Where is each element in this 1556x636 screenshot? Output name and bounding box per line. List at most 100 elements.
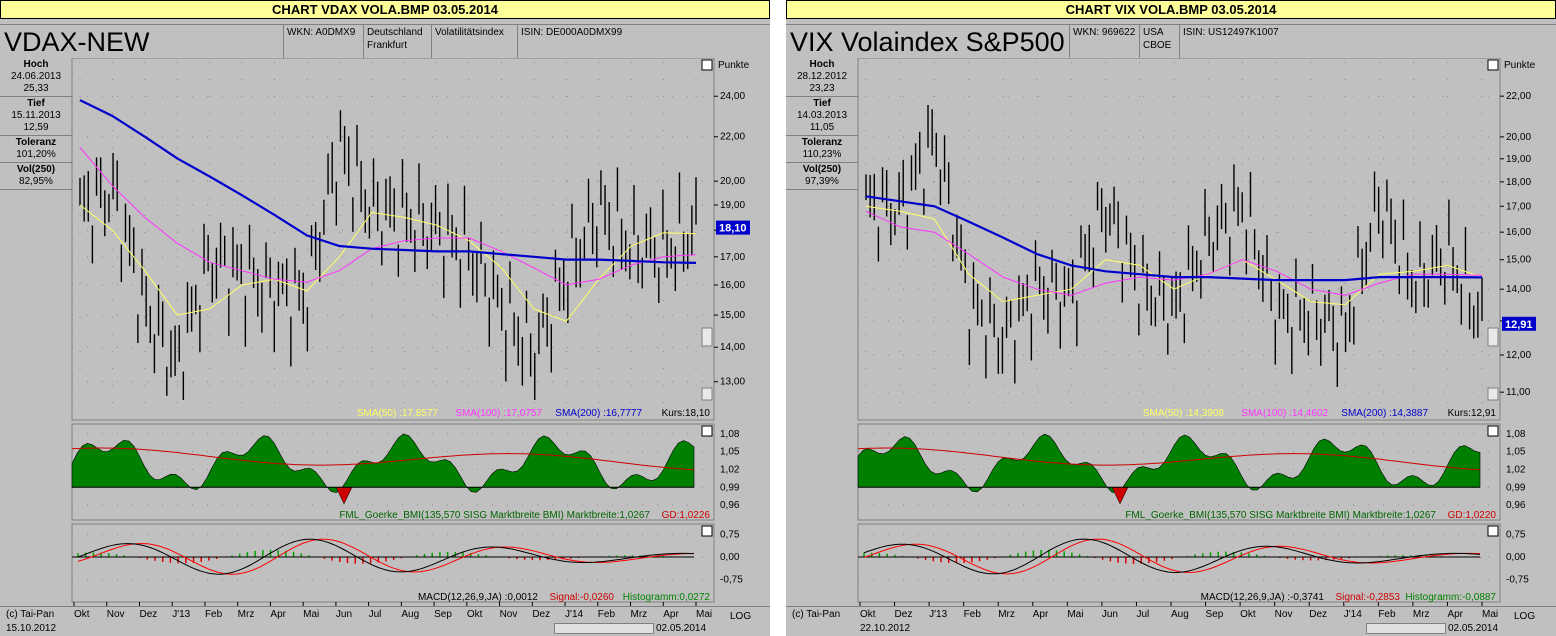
time-scrollbar[interactable] (1366, 623, 1446, 634)
x-tick-label: J'14 (1343, 609, 1362, 620)
close-icon (1487, 425, 1499, 437)
vdax-chart-panel: CHART VDAX VOLA.BMP 03.05.2014 VDAX-NEW … (0, 0, 770, 636)
bmi-gd-line (857, 447, 1481, 471)
macd-signal-line (863, 538, 1481, 575)
stat-volatility: Vol(250) 82,95% (0, 163, 72, 190)
x-tick-label: Aug (401, 609, 420, 620)
y-tick-label: 16,00 (720, 280, 745, 291)
scroll-down-icon (701, 387, 713, 401)
scroll-down-icon (1487, 387, 1499, 401)
exchange-field: USA CBOE (1139, 25, 1179, 59)
price-badge-bg (1502, 316, 1536, 331)
y-tick-label: 14,00 (720, 342, 745, 353)
y-tick-label: 17,00 (1506, 201, 1531, 212)
end-date: 02.05.2014 (1448, 623, 1499, 634)
chart-header (0, 24, 770, 60)
y-axis-unit: Punkte (1504, 60, 1536, 71)
macd-tick-label: 0,00 (1506, 552, 1526, 563)
bmi-tick-label: 1,02 (720, 464, 740, 475)
chart-footer: (c) Tai-Pan 15.10.2012 02.05.2014 LOG (0, 606, 770, 636)
scroll-thumb (1487, 327, 1499, 347)
legend-sma200: SMA(200) :16,7777 (555, 408, 642, 419)
vix-chart-panel: CHART VIX VOLA.BMP 03.05.2014 VIX Volain… (786, 0, 1556, 636)
y-tick-label: 20,00 (1506, 132, 1531, 143)
legend-sma100: SMA(100) :17,0757 (455, 408, 542, 419)
x-tick-label: Mrz (237, 609, 255, 620)
x-tick-label: Okt (860, 609, 876, 620)
y-tick-label: 22,00 (720, 132, 745, 143)
y-tick-label: 15,00 (1506, 255, 1531, 266)
macd-plot-area (71, 523, 715, 603)
bmi-tick-label: 1,05 (1506, 447, 1526, 458)
x-tick-label: Nov (106, 609, 125, 620)
x-tick-label: Feb (1378, 609, 1396, 620)
chart-header (786, 24, 1556, 60)
macd-line (77, 538, 695, 575)
chart-footer: (c) Tai-Pan 22.10.2012 02.05.2014 LOG (786, 606, 1556, 636)
y-tick-label: 15,00 (720, 310, 745, 321)
price-badge: 12,91 (1505, 319, 1533, 331)
sma50-line (865, 205, 1483, 306)
bmi-tick-label: 1,08 (720, 429, 740, 440)
legend-kurs: Kurs:18,10 (662, 408, 711, 419)
x-tick-label: Nov (1274, 609, 1293, 620)
sma100-line (865, 210, 1483, 296)
stats-sidebar: Hoch 24.06.2013 25,33 Tief 15.11.2013 12… (0, 58, 72, 218)
wkn-field: WKN: A0DMX9 (283, 25, 363, 59)
sma100-line (79, 147, 697, 286)
y-tick-label: 12,00 (1506, 350, 1531, 361)
sma200-line (865, 195, 1483, 282)
stat-low: Tief 15.11.2013 12,59 (0, 97, 72, 136)
x-tick-label: Sep (434, 609, 452, 620)
log-toggle[interactable]: LOG (1514, 611, 1536, 622)
chart-banner: CHART VDAX VOLA.BMP 03.05.2014 (0, 0, 770, 19)
stat-high: Hoch 24.06.2013 25,33 (0, 58, 72, 97)
macd-label: MACD(12,26,9,JA) :-0,3741 (1201, 592, 1325, 603)
stat-tolerance: Toleranz 101,20% (0, 136, 72, 163)
x-tick-label: Dez (139, 609, 158, 620)
close-icon (1487, 59, 1499, 71)
y-tick-label: 18,00 (1506, 177, 1531, 188)
x-tick-label: Feb (204, 609, 223, 620)
bmi-gd-label: GD:1,0226 (662, 510, 711, 521)
log-toggle[interactable]: LOG (730, 611, 752, 622)
x-tick-label: Apr (1447, 609, 1463, 620)
macd-signal-label: Signal:-0,2853 (1336, 592, 1401, 603)
macd-signal-label: Signal:-0,0260 (550, 592, 615, 603)
x-tick-label: Mrz (998, 609, 1015, 620)
instrument-name: VIX Volaindex S&P500 (790, 27, 1065, 57)
bmi-area (71, 433, 695, 493)
bmi-gd-label: GD:1,0220 (1448, 510, 1497, 521)
y-tick-label: 22,00 (1506, 91, 1531, 102)
type-field: Volatilitätsindex (431, 25, 517, 59)
close-icon (1487, 525, 1499, 537)
x-tick-label: Sep (1205, 609, 1224, 620)
bmi-label: FML_Goerke_BMI(135,570 SISG Marktbreite … (339, 510, 650, 521)
macd-plot-area (857, 523, 1501, 603)
x-tick-label: Apr (1032, 609, 1049, 620)
bmi-tick-label: 1,05 (720, 447, 740, 458)
x-tick-label: J'14 (565, 609, 584, 620)
chart-banner: CHART VIX VOLA.BMP 03.05.2014 (786, 0, 1556, 19)
price-chart: Punkte24,0022,0020,0019,0018,0017,0016,0… (71, 58, 750, 606)
x-tick-label: J'13 (172, 609, 191, 620)
y-tick-label: 16,00 (1506, 227, 1531, 238)
y-tick-label: 13,00 (720, 377, 745, 388)
macd-histogram-label: Histogramm:0,0272 (623, 592, 711, 603)
x-tick-label: Dez (894, 609, 913, 620)
close-icon (701, 425, 713, 437)
time-scrollbar[interactable] (554, 623, 654, 634)
scroll-thumb (701, 327, 713, 347)
x-tick-label: Apr (663, 609, 679, 620)
bmi-tick-label: 1,02 (1506, 464, 1526, 475)
x-tick-label: Jun (335, 609, 353, 620)
stats-sidebar: Hoch 28.12.2012 23,23 Tief 14.03.2013 11… (786, 58, 858, 218)
start-date: 15.10.2012 (6, 623, 57, 634)
x-tick-label: Jun (1101, 609, 1118, 620)
price-plot-area (71, 58, 715, 421)
y-tick-label: 19,00 (720, 200, 745, 211)
legend-kurs: Kurs:12,91 (1448, 408, 1497, 419)
stat-volatility: Vol(250) 97,39% (786, 163, 858, 190)
x-tick-label: Okt (466, 609, 483, 620)
macd-tick-label: 0,75 (720, 530, 740, 541)
